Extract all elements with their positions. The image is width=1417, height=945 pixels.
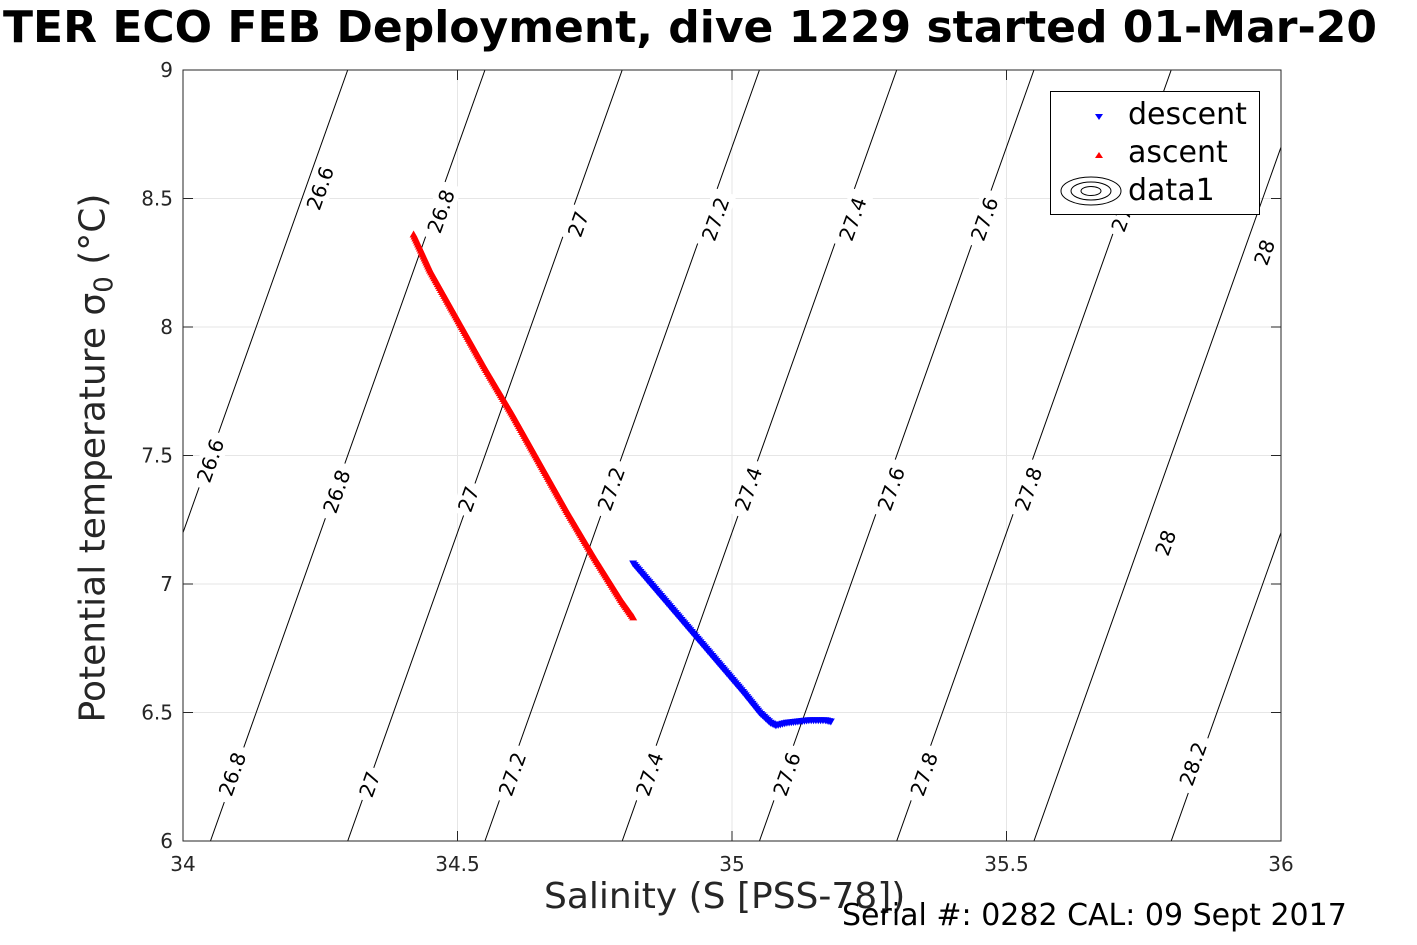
x-axis-label: Salinity (S [PSS-78]) <box>544 876 906 917</box>
contour-label-bg <box>765 742 808 806</box>
contour-label-bg <box>1007 457 1050 521</box>
x-tick-label: 35 <box>719 852 744 876</box>
contour-label-bg <box>491 742 534 806</box>
descent-marker-icon <box>1095 114 1103 120</box>
y-axis-label-unit: (°C) <box>72 193 114 265</box>
contour-label-bg <box>590 457 633 521</box>
contour-label-bg <box>211 742 254 806</box>
data-marker <box>826 718 835 726</box>
contour-label-bg <box>831 187 874 251</box>
contour-label-bg <box>315 460 358 523</box>
y-tick-label: 6.5 <box>141 701 173 725</box>
y-tick-label: 8 <box>160 315 173 339</box>
y-axis-label: Potential temperature σ0 (°C) <box>72 194 119 723</box>
legend-label-data1: data1 <box>1128 173 1215 208</box>
ascent-marker-icon <box>1095 152 1103 158</box>
data-series <box>409 230 835 730</box>
serial-cal-footer: Serial #: 0282 CAL: 09 Sept 2017 <box>842 898 1347 933</box>
x-tick-label: 36 <box>1268 852 1293 876</box>
series-descent <box>629 560 835 730</box>
contour-label-bg <box>694 187 737 251</box>
contour-label-bg <box>189 429 232 492</box>
contour-label-bg <box>1148 522 1183 563</box>
contour-label-group: 27.2 <box>590 457 633 521</box>
contour-symbol-icon <box>1060 176 1122 206</box>
legend-item-descent: descent <box>1051 97 1259 133</box>
legend-label-ascent: ascent <box>1128 135 1228 170</box>
contour-label-bg <box>870 457 913 521</box>
contour-label-bg <box>419 180 463 243</box>
series-ascent <box>409 230 638 621</box>
contour-label-bg <box>1172 732 1215 796</box>
axis-ticks: 34 34.5 35 35.5 36 6 6.5 7 7.5 8 8.5 9 <box>141 58 1294 876</box>
y-tick-label: 7 <box>160 572 173 596</box>
contour-label-bg <box>561 204 596 245</box>
contour-line <box>1033 145 1281 841</box>
x-tick-label: 35.5 <box>984 852 1029 876</box>
y-tick-label: 8.5 <box>141 187 173 211</box>
y-tick-label: 9 <box>160 58 173 82</box>
contour-label-bg <box>451 479 486 520</box>
y-tick-label: 6 <box>160 829 173 853</box>
contour-line <box>1170 531 1281 841</box>
x-tick-label: 34 <box>170 852 195 876</box>
contour-line <box>347 70 623 841</box>
contour-label-bg <box>1247 232 1281 273</box>
y-tick-label: 7.5 <box>141 444 173 468</box>
legend-item-ascent: ascent <box>1051 135 1259 171</box>
legend-label-descent: descent <box>1128 97 1247 132</box>
contour-label-bg <box>727 457 770 521</box>
legend-item-data1: data1 <box>1051 173 1259 209</box>
x-tick-label: 34.5 <box>435 852 480 876</box>
contour-label-bg <box>299 156 342 220</box>
chart-title: TER ECO FEB Deployment, dive 1229 starte… <box>3 2 1377 53</box>
contour-label-bg <box>963 187 1006 251</box>
data-marker <box>629 613 638 621</box>
contour-label-bg <box>352 764 387 805</box>
y-axis-label-subscript: 0 <box>89 276 120 293</box>
contour-label-bg <box>628 742 671 806</box>
contour-label-bg <box>903 742 946 806</box>
y-axis-label-main: Potential temperature σ <box>72 292 114 723</box>
legend: descent ascent data1 <box>1050 91 1260 215</box>
